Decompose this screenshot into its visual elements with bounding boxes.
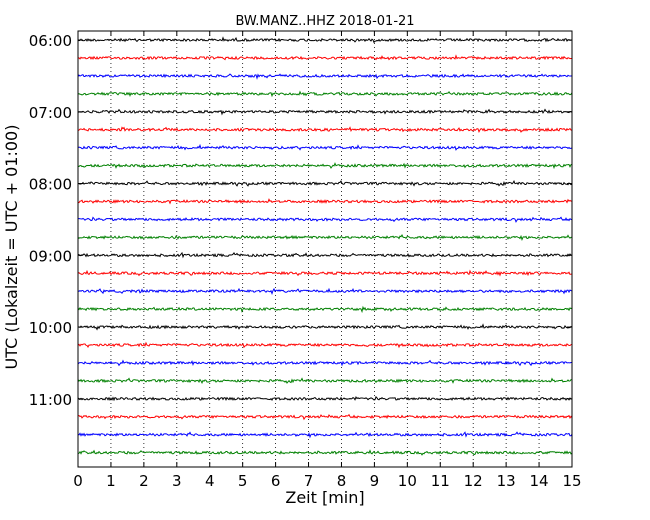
x-tick-label: 7 <box>304 472 314 490</box>
y-tick-label: 08:00 <box>29 176 72 194</box>
seismic-trace <box>77 198 573 205</box>
y-tick-label: 10:00 <box>29 319 72 337</box>
seismic-trace <box>77 73 573 80</box>
seismic-trace <box>77 449 573 456</box>
seismic-trace <box>77 126 573 133</box>
seismic-trace <box>77 377 573 384</box>
seismic-trace <box>77 36 573 44</box>
seismic-trace <box>77 287 573 295</box>
x-tick-label: 5 <box>238 472 248 490</box>
y-tick-label: 11:00 <box>29 391 72 409</box>
y-tick-label: 07:00 <box>29 104 72 122</box>
x-tick-label: 10 <box>398 472 417 490</box>
x-axis-label: Zeit [min] <box>285 488 364 507</box>
y-tick-labels: 06:00 07:00 08:00 09:00 10:00 11:00 <box>29 32 72 409</box>
trace-lines <box>77 36 573 456</box>
seismic-trace <box>77 359 573 367</box>
seismic-trace <box>77 395 573 402</box>
y-tick-label: 06:00 <box>29 32 72 50</box>
seismic-trace <box>77 179 573 187</box>
seismic-trace <box>77 108 573 116</box>
x-tick-label: 11 <box>431 472 450 490</box>
seismic-trace <box>77 323 573 331</box>
x-tick-label: 3 <box>172 472 182 490</box>
x-tick-label: 1 <box>106 472 116 490</box>
seismic-trace <box>77 431 573 439</box>
seismic-trace <box>77 269 573 277</box>
x-tick-label: 13 <box>497 472 516 490</box>
x-tick-label: 15 <box>562 472 581 490</box>
x-tick-labels: 0 1 2 3 4 5 6 7 8 9 10 11 12 13 14 15 <box>73 472 581 490</box>
seismic-trace <box>77 413 573 421</box>
seismic-trace <box>77 54 573 61</box>
seismic-trace <box>77 90 573 98</box>
x-tick-label: 4 <box>205 472 215 490</box>
x-tick-label: 9 <box>370 472 380 490</box>
x-tick-label: 14 <box>530 472 549 490</box>
x-tick-label: 6 <box>271 472 281 490</box>
grid-lines <box>110 31 540 467</box>
seismic-trace <box>77 216 573 223</box>
seismic-trace <box>77 251 573 259</box>
axis-ticks <box>77 31 573 467</box>
seismic-trace <box>77 143 573 151</box>
x-tick-label: 2 <box>139 472 149 490</box>
y-tick-label: 09:00 <box>29 247 72 265</box>
chart-title: BW.MANZ..HHZ 2018-01-21 <box>235 14 414 29</box>
seismic-trace <box>77 305 573 314</box>
plot-frame <box>77 30 573 468</box>
x-tick-label: 8 <box>337 472 347 490</box>
y-axis-label: UTC (Lokalzeit = UTC + 01:00) <box>2 125 21 370</box>
seismic-trace <box>77 341 573 349</box>
seismic-trace <box>77 162 573 170</box>
x-tick-label: 12 <box>464 472 483 490</box>
x-tick-label: 0 <box>73 472 83 490</box>
seismic-trace <box>77 234 573 242</box>
